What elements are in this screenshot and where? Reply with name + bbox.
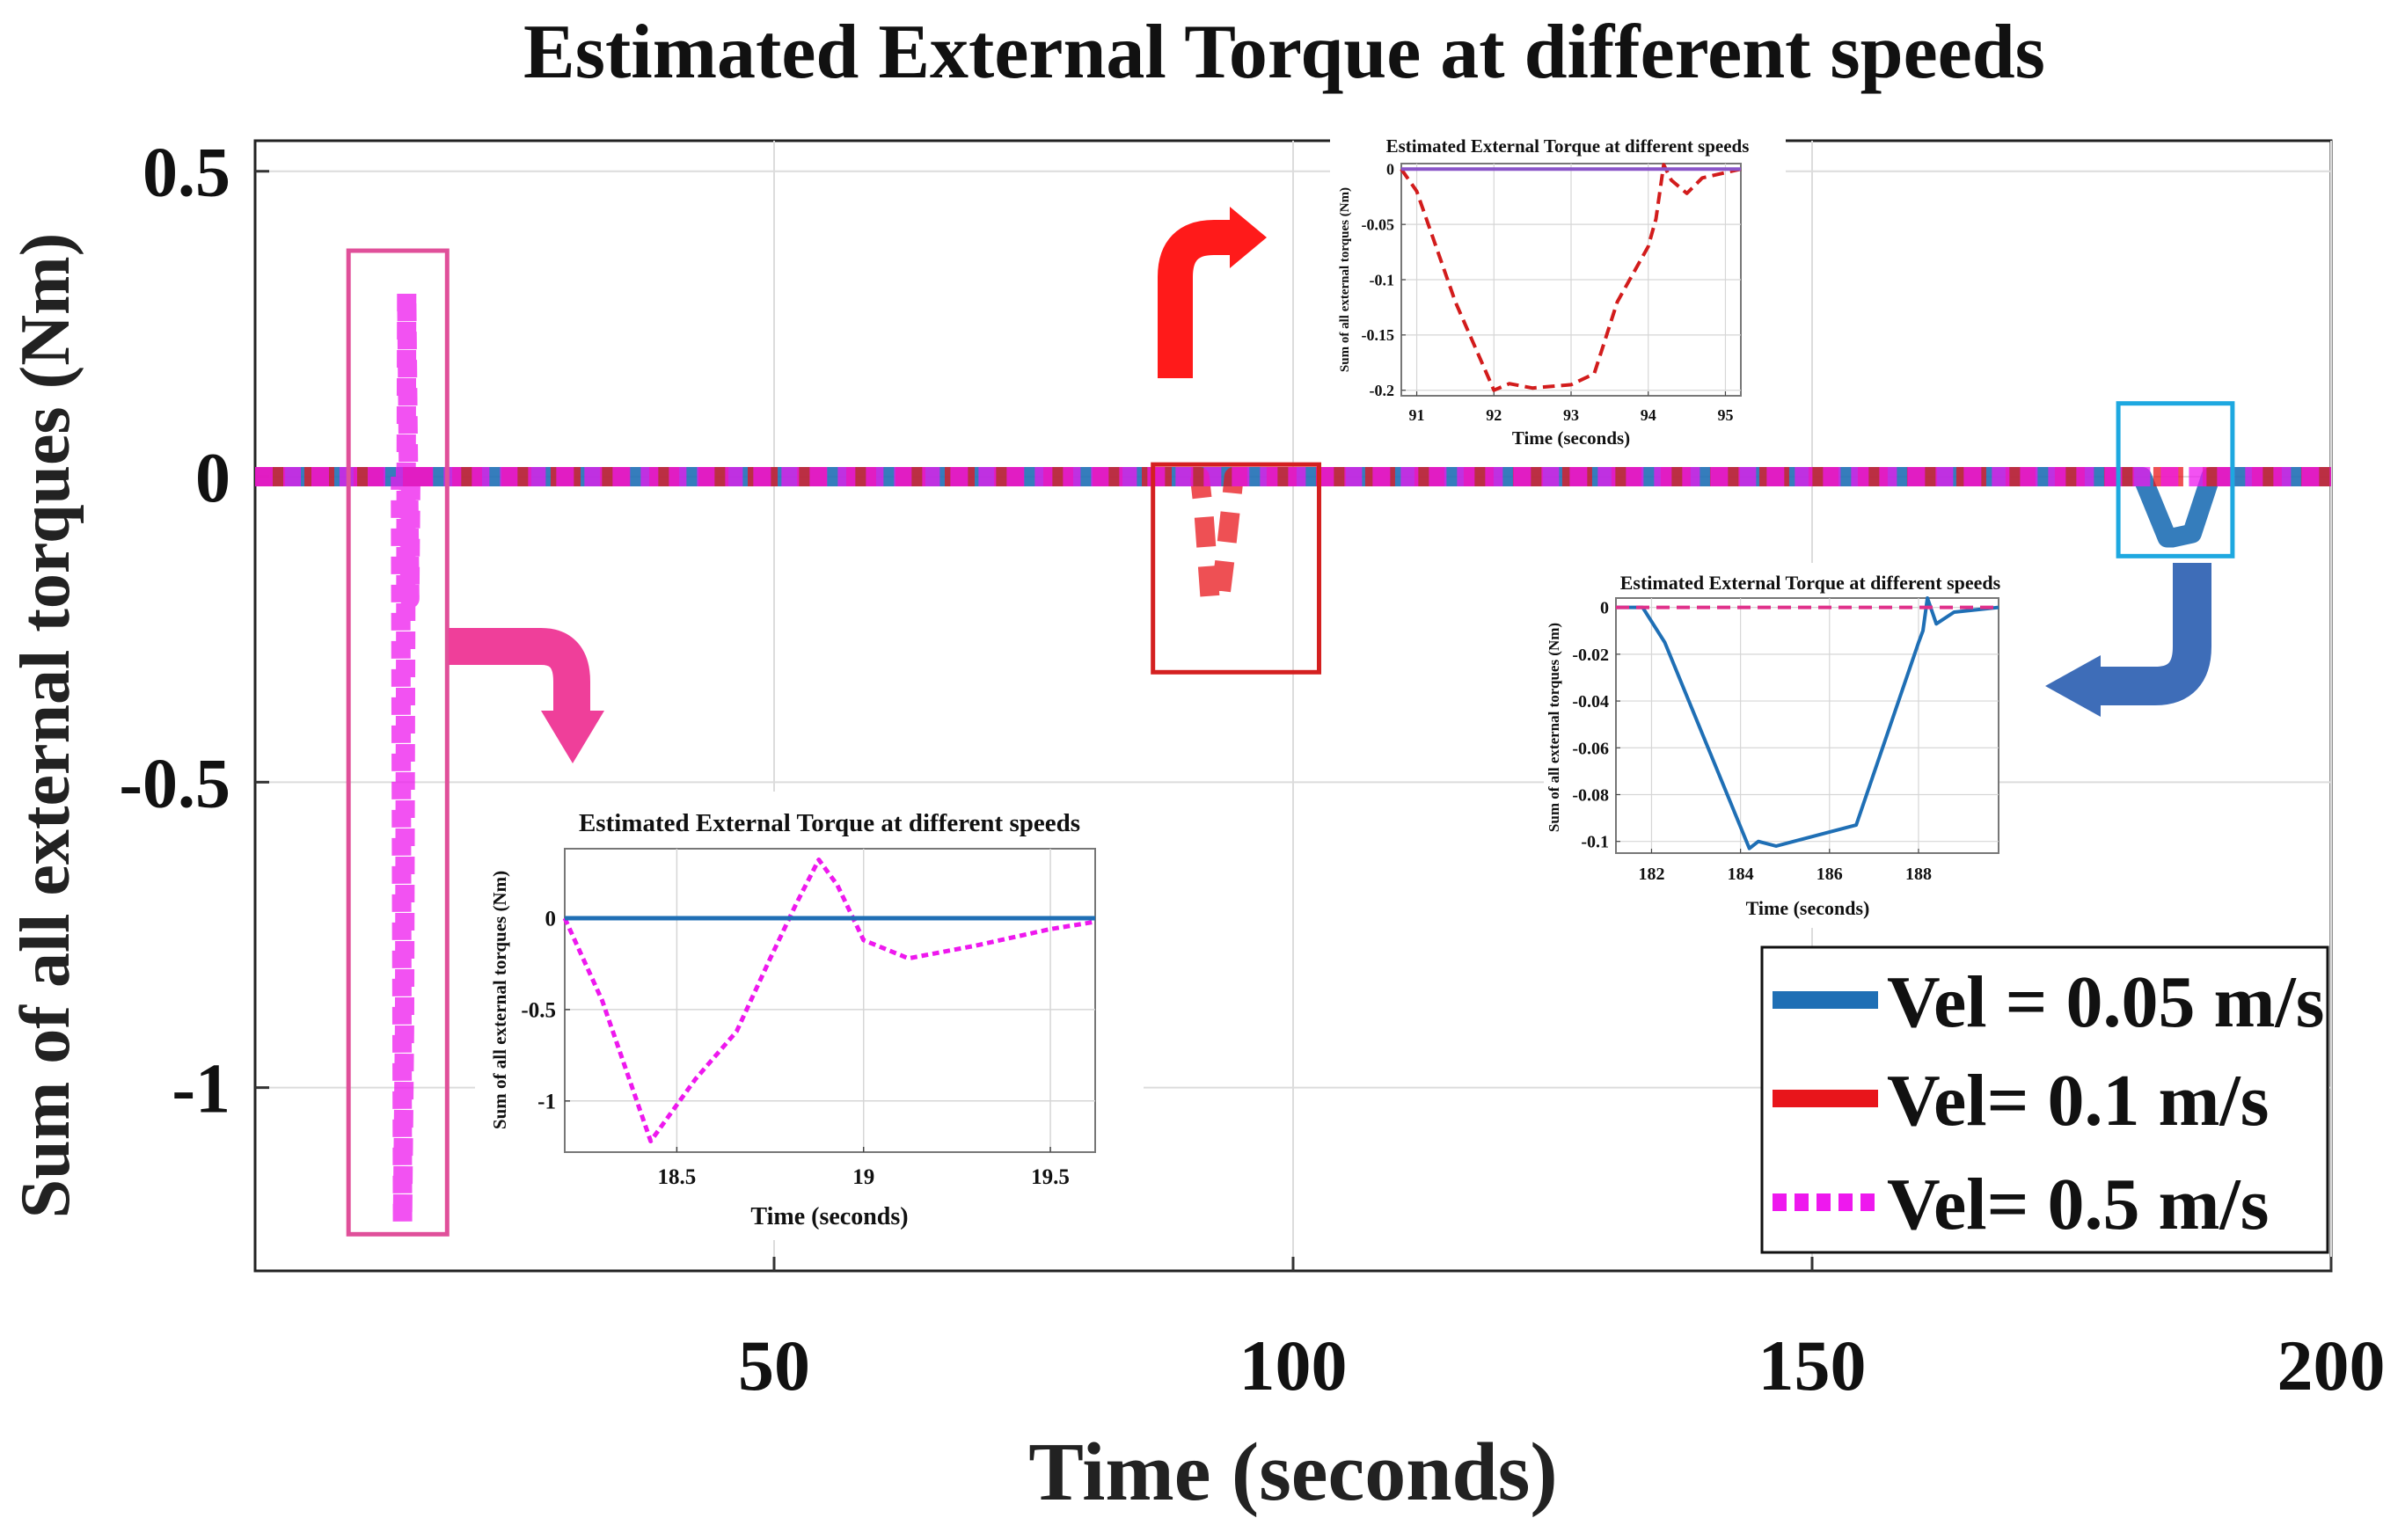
x-tick-label: 188 xyxy=(1905,865,1932,884)
highlight-box xyxy=(346,248,450,1237)
inset-vel-05-y-ticks: 0 -0.5 -1 xyxy=(521,908,556,1114)
y-tick-label: -1 xyxy=(537,1091,556,1114)
arrow-red-icon xyxy=(1158,207,1267,378)
x-tick-label: 93 xyxy=(1563,406,1579,424)
y-tick-label: -0.1 xyxy=(1370,271,1395,288)
legend-label-vel-005: Vel = 0.05 m/s xyxy=(1887,961,2324,1043)
y-tick-label: 0 xyxy=(545,908,557,931)
x-tick-label: 92 xyxy=(1486,406,1502,424)
y-tick-label: -0.02 xyxy=(1572,646,1609,665)
series-line-vel-0-1-m-s xyxy=(1400,163,1742,392)
arrow-blue-icon xyxy=(2045,563,2211,717)
inset-vel-01-series xyxy=(1400,163,1742,392)
x-tick-label: 150 xyxy=(1758,1325,1867,1405)
y-tick-label: 0.5 xyxy=(143,135,230,212)
inset-vel-01-title: Estimated External Torque at different s… xyxy=(1386,135,1750,157)
legend-label-vel-05: Vel= 0.5 m/s xyxy=(1887,1164,2269,1245)
main-x-tick-labels: 50 100 150 200 xyxy=(738,1325,2386,1405)
x-tick-label: 19.5 xyxy=(1031,1165,1070,1189)
inset-vel-01-x-ticks: 91 92 93 94 95 xyxy=(1409,406,1734,424)
inset-vel-01-y-ticks: 0 -0.05 -0.1 -0.15 -0.2 xyxy=(1362,161,1395,399)
inset-vel-05-plot-area xyxy=(564,848,1096,1153)
y-tick-label: -0.1 xyxy=(1581,833,1609,852)
inset-vel-005-series xyxy=(1616,596,1999,850)
inset-vel-01: Estimated External Torque at different s… xyxy=(1330,123,1786,462)
y-tick-label: -0.04 xyxy=(1572,692,1609,712)
inset-vel-005-title: Estimated External Torque at different s… xyxy=(1620,572,2001,594)
highlight-box xyxy=(2116,401,2235,558)
legend-label-vel-01: Vel= 0.1 m/s xyxy=(1887,1060,2269,1142)
x-tick-label: 100 xyxy=(1239,1325,1348,1405)
y-tick-label: 0 xyxy=(1386,161,1394,179)
inset-vel-05-x-ticks: 18.5 19 19.5 xyxy=(658,1165,1070,1189)
inset-vel-005-xlabel: Time (seconds) xyxy=(1746,897,1870,919)
inset-vel-005-y-ticks: 0 -0.02 -0.04 -0.06 -0.08 -0.1 xyxy=(1572,599,1609,852)
inset-vel-05-ylabel: Sum of all external torques (Nm) xyxy=(489,871,510,1129)
y-axis-label: Sum of all external torques (Nm) xyxy=(7,233,84,1219)
y-tick-label: -0.5 xyxy=(521,999,556,1023)
x-tick-label: 186 xyxy=(1817,865,1843,884)
y-tick-label: -0.2 xyxy=(1370,382,1395,399)
x-tick-label: 184 xyxy=(1728,865,1754,884)
main-highlight-boxes xyxy=(346,248,2235,1237)
x-tick-label: 50 xyxy=(738,1325,810,1405)
inset-vel-05-title: Estimated External Torque at different s… xyxy=(579,809,1080,837)
inset-vel-05-series xyxy=(562,858,1096,1143)
x-tick-label: 19 xyxy=(852,1165,874,1189)
series-line-vel-0-5-m-s xyxy=(255,283,2331,1232)
x-axis-label: Time (seconds) xyxy=(1028,1427,1557,1518)
inset-vel-01-ylabel: Sum of all external torques (Nm) xyxy=(1338,187,1352,372)
x-tick-label: 200 xyxy=(2277,1325,2386,1405)
arrow-pink-icon xyxy=(449,628,604,763)
y-tick-label: -0.06 xyxy=(1572,739,1609,758)
highlight-box xyxy=(1151,462,1321,675)
y-tick-label: -1 xyxy=(172,1051,230,1128)
x-tick-label: 182 xyxy=(1638,865,1664,884)
x-tick-label: 18.5 xyxy=(658,1165,697,1189)
main-y-tick-labels: 0.5 0 -0.5 -1 xyxy=(119,135,230,1128)
y-tick-label: -0.5 xyxy=(119,745,230,822)
series-line-vel-0-1-m-s xyxy=(255,467,2331,609)
chart-title: Estimated External Torque at different s… xyxy=(523,10,2045,95)
y-tick-label: -0.05 xyxy=(1362,215,1395,233)
inset-vel-005-ylabel: Sum of all external torques (Nm) xyxy=(1546,623,1562,832)
y-tick-label: -0.08 xyxy=(1572,785,1609,805)
inset-vel-005-plot-area xyxy=(1615,597,1999,854)
inset-vel-005-x-ticks: 182 184 186 188 xyxy=(1638,865,1931,884)
inset-vel-05: Estimated External Torque at different s… xyxy=(475,792,1144,1240)
inset-vel-01-xlabel: Time (seconds) xyxy=(1512,427,1630,449)
y-tick-label: 0 xyxy=(195,440,230,517)
y-tick-label: 0 xyxy=(1600,599,1609,618)
x-tick-label: 94 xyxy=(1641,406,1656,424)
x-tick-label: 91 xyxy=(1409,406,1425,424)
series-line-vel-0-05-m-s xyxy=(1616,596,1999,850)
main-series-group xyxy=(255,283,2331,1232)
inset-vel-005: Estimated External Torque at different s… xyxy=(1544,563,2001,928)
inset-vel-05-xlabel: Time (seconds) xyxy=(750,1203,908,1230)
inset-vel-005-grid xyxy=(1616,598,1999,853)
x-tick-label: 95 xyxy=(1717,406,1733,424)
legend: Vel = 0.05 m/s Vel= 0.1 m/s Vel= 0.5 m/s xyxy=(1760,945,2329,1254)
y-tick-label: -0.15 xyxy=(1362,326,1395,344)
